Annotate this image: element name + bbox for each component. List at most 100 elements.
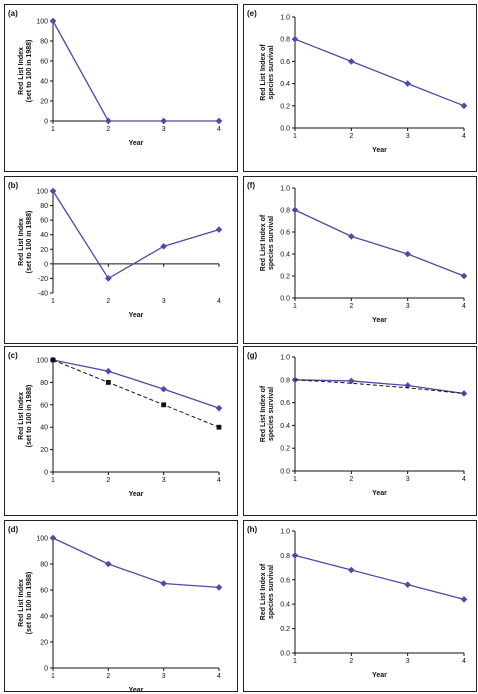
x-tick-label: 4: [462, 133, 466, 140]
chart-panel: (h) 0.0 0.2 0.4 0.6 0.8 1.0 1 2 3 4 Year Red List In…: [247, 525, 468, 679]
data-point: [105, 275, 112, 282]
series-line: [294, 38, 465, 107]
panel-label: (b): [8, 181, 19, 190]
data-point: [404, 80, 411, 87]
x-tick-label: 3: [406, 658, 410, 665]
data-point: [49, 17, 57, 25]
y-tick-label: 40: [40, 425, 48, 432]
data-point: [404, 250, 411, 258]
data-point: [291, 376, 299, 384]
y-tick-label: 80: [40, 562, 48, 569]
chart-panel: (g) 0.0 0.2 0.4 0.6 0.8 1.0 1 2 3 4 Year Red List In…: [247, 351, 468, 497]
series-line: [294, 379, 465, 394]
series-line: [52, 537, 220, 589]
x-axis-title: Year: [129, 140, 144, 147]
chart-panel-frame: (h) 0.0 0.2 0.4 0.6 0.8 1.0 1 2 3 4 Year Red List In…: [243, 520, 477, 692]
panel-label: (e): [247, 9, 257, 18]
x-tick-label: 4: [217, 673, 221, 680]
y-tick-label: 1.0: [280, 15, 290, 22]
x-tick-label: 3: [162, 298, 166, 305]
chart-panel: (c) 0 20 40 60 80 100 1 2 3 4 Year Red List Index(se…: [8, 351, 223, 498]
x-tick-label: 1: [293, 658, 297, 665]
y-tick-label: 20: [40, 99, 48, 106]
series-line: [52, 359, 220, 428]
x-tick-label: 4: [462, 658, 466, 665]
data-point: [348, 377, 355, 385]
data-point: [215, 584, 223, 591]
x-tick-label: 3: [406, 303, 410, 310]
data-point: [348, 233, 355, 240]
y-tick-label: 0: [44, 470, 48, 477]
chart-panel-frame: (g) 0.0 0.2 0.4 0.6 0.8 1.0 1 2 3 4 Year Red List In…: [243, 346, 477, 516]
y-tick-label: 80: [40, 380, 48, 387]
data-point: [50, 357, 56, 363]
y-axis-title: Red List Index ofspecies survival: [260, 44, 275, 101]
y-axis-title: Red List Index(set to 100 in 1988): [18, 385, 33, 448]
data-point: [105, 117, 112, 125]
y-tick-label: 0.2: [280, 274, 290, 281]
chart-panel: (d) 0 20 40 60 80 100 1 2 3 4 Year Red List Index(se…: [8, 525, 223, 691]
y-tick-label: 0.4: [280, 252, 290, 259]
x-axis-title: Year: [372, 672, 387, 679]
data-point: [160, 580, 167, 587]
y-tick-label: -20: [38, 276, 48, 283]
x-tick-label: 4: [462, 476, 466, 483]
y-tick-label: 0.0: [280, 651, 290, 658]
y-tick-label: 0.6: [280, 230, 290, 237]
x-tick-label: 1: [51, 673, 55, 680]
x-axis-title: Year: [372, 147, 387, 154]
y-tick-label: 0.8: [280, 553, 290, 560]
y-tick-label: 100: [36, 189, 48, 196]
x-tick-label: 1: [293, 476, 297, 483]
series-line: [294, 209, 465, 277]
data-point: [291, 206, 299, 214]
panel-label: (h): [247, 525, 258, 534]
x-tick-label: 4: [217, 298, 221, 305]
y-tick-label: 0.4: [280, 423, 290, 430]
x-tick-label: 4: [217, 126, 221, 133]
data-point: [105, 560, 112, 568]
y-axis-title: Red List Index(set to 100 in 1988): [18, 572, 33, 635]
y-tick-label: 0.6: [280, 59, 290, 66]
data-point: [215, 117, 223, 125]
y-tick-label: 40: [40, 232, 48, 239]
y-tick-label: 0.6: [280, 400, 290, 407]
data-point: [161, 402, 167, 408]
x-tick-label: 3: [406, 133, 410, 140]
x-axis-title: Year: [129, 312, 144, 319]
x-axis-title: Year: [129, 687, 144, 691]
x-tick-label: 1: [51, 298, 55, 305]
data-point: [348, 58, 355, 65]
y-tick-label: 40: [40, 79, 48, 86]
x-tick-label: 2: [106, 477, 110, 484]
x-tick-label: 2: [106, 298, 110, 305]
y-tick-label: 20: [40, 640, 48, 647]
y-tick-label: 1.0: [280, 355, 290, 362]
y-tick-label: 100: [36, 358, 48, 365]
data-point: [460, 596, 468, 603]
data-point: [460, 390, 468, 397]
y-axis-title: Red List Index ofspecies survival: [260, 563, 275, 620]
series-line: [52, 190, 220, 280]
chart-panel: (e) 0.0 0.2 0.4 0.6 0.8 1.0 1 2 3 4 Year Red List In…: [247, 9, 468, 154]
data-point: [160, 117, 167, 125]
y-tick-label: 60: [40, 402, 48, 409]
panel-label: (f): [247, 181, 255, 190]
y-tick-label: 80: [40, 203, 48, 210]
y-axis-title: Red List Index ofspecies survival: [260, 214, 275, 271]
data-point: [460, 272, 468, 280]
x-axis-title: Year: [372, 490, 387, 497]
x-tick-label: 4: [217, 477, 221, 484]
y-tick-label: 0.6: [280, 577, 290, 584]
x-tick-label: 4: [462, 303, 466, 310]
y-axis-title: Red List Index(set to 100 in 1988): [18, 211, 33, 274]
x-tick-label: 3: [406, 476, 410, 483]
data-point: [160, 385, 167, 393]
y-tick-label: 100: [36, 19, 48, 26]
data-point: [460, 102, 468, 110]
y-tick-label: 60: [40, 588, 48, 595]
x-tick-label: 1: [293, 303, 297, 310]
y-tick-label: 0: [44, 119, 48, 126]
data-point: [49, 187, 57, 195]
